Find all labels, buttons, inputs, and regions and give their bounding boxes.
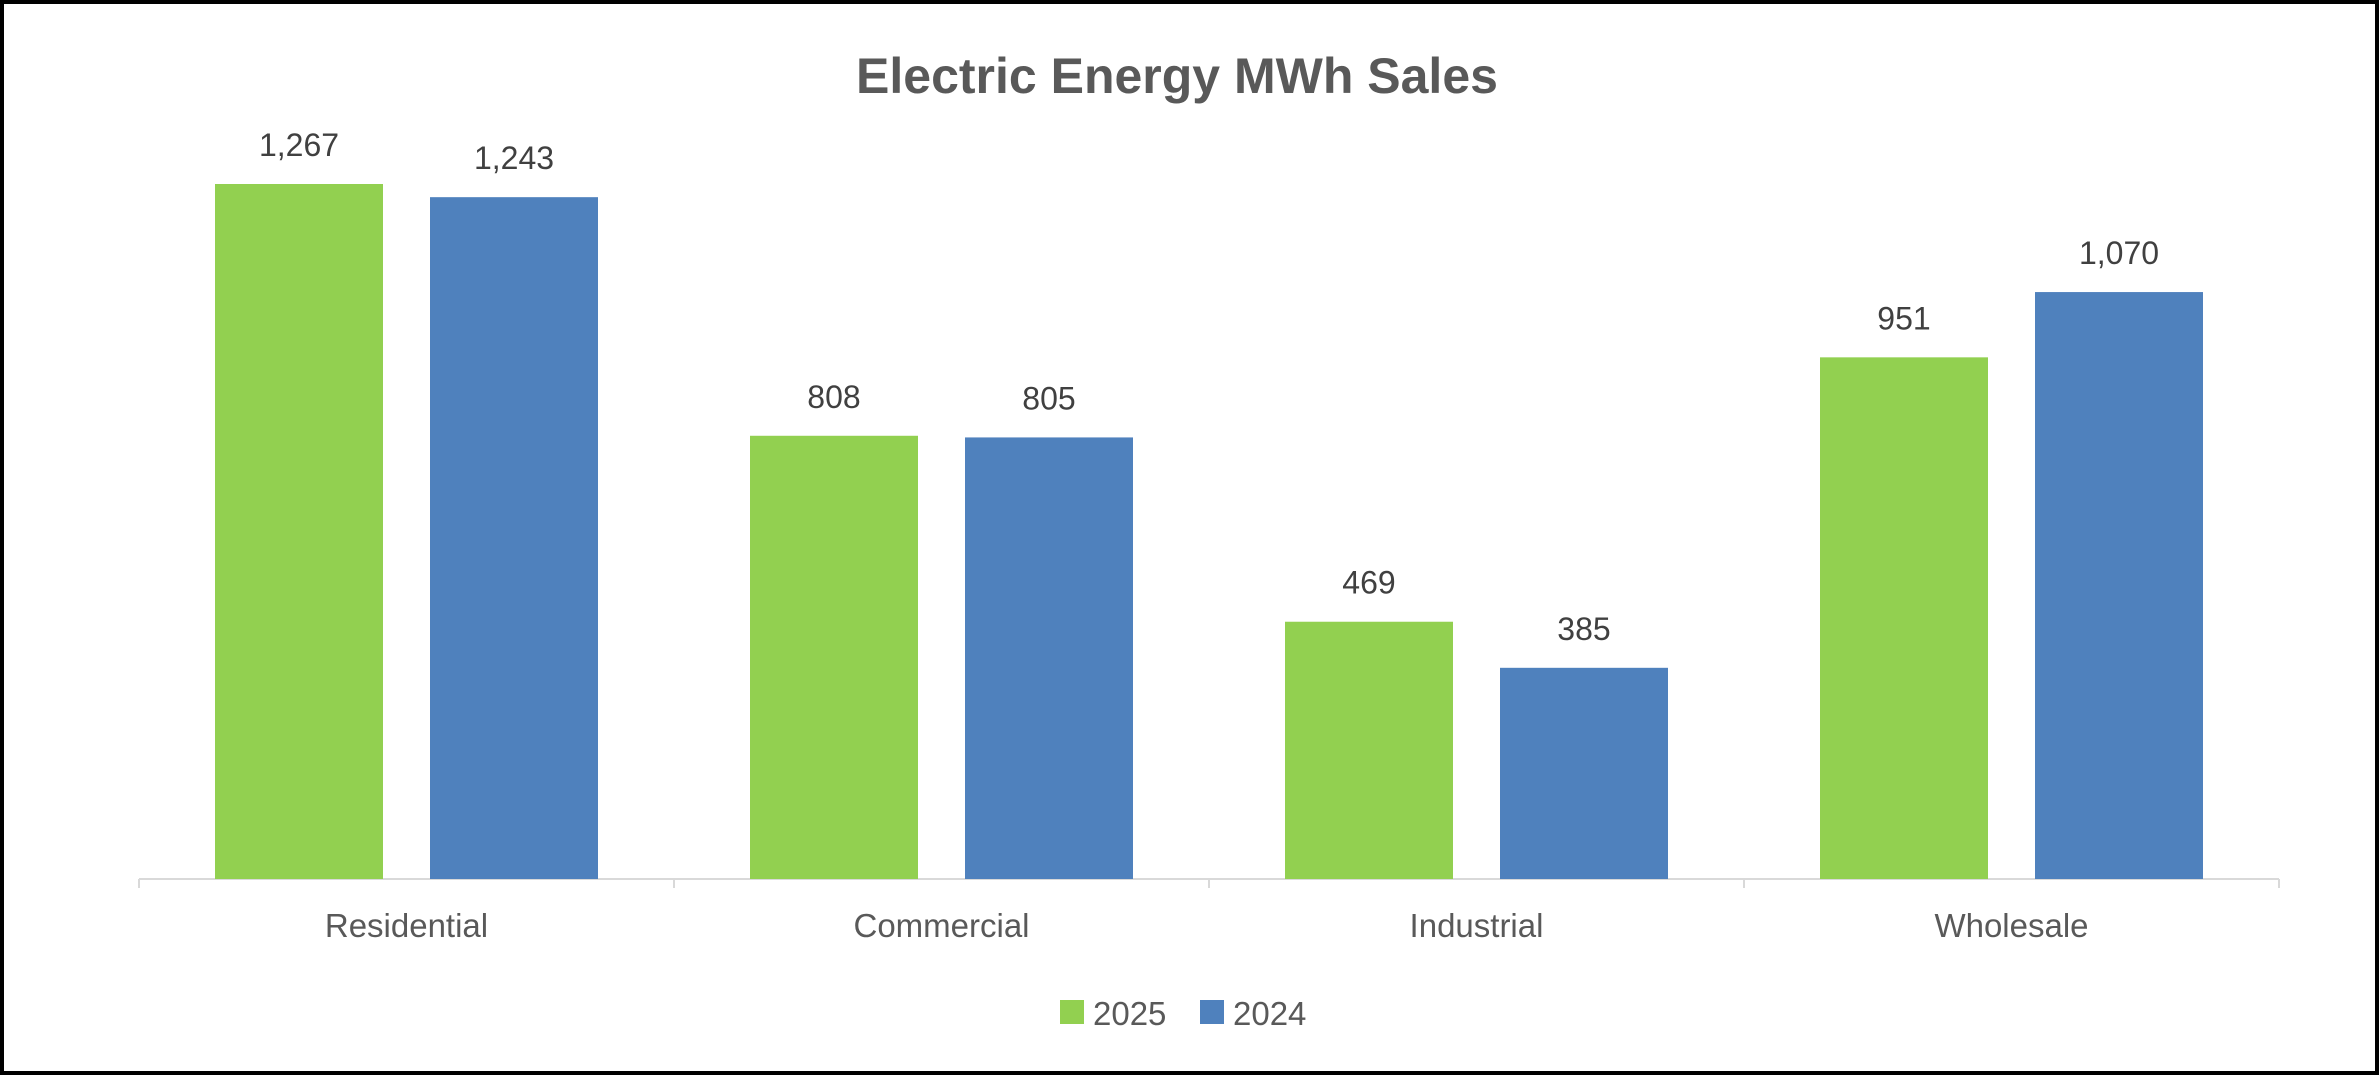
category-label-residential: Residential — [325, 907, 488, 944]
data-label-2024-residential: 1,243 — [474, 140, 554, 176]
data-label-2025-residential: 1,267 — [259, 127, 339, 163]
bar-2024-wholesale — [2035, 292, 2203, 879]
bar-2025-residential — [215, 184, 383, 879]
category-labels: Residential Commercial Industrial Wholesale — [325, 907, 2089, 944]
bar-2024-residential — [430, 197, 598, 879]
category-label-industrial: Industrial — [1410, 907, 1544, 944]
data-label-2024-industrial: 385 — [1557, 611, 1610, 647]
bars — [215, 184, 2203, 879]
legend-label-2024: 2024 — [1233, 995, 1306, 1032]
bar-2025-wholesale — [1820, 357, 1988, 879]
category-label-wholesale: Wholesale — [1934, 907, 2088, 944]
bar-2025-industrial — [1285, 621, 1453, 879]
chart-title: Electric Energy MWh Sales — [856, 48, 1498, 104]
data-label-2025-wholesale: 951 — [1877, 300, 1930, 336]
data-labels: 1,267 1,243 808 805 469 385 951 1,070 — [259, 127, 2159, 647]
data-label-2025-commercial: 808 — [807, 379, 860, 415]
legend-swatch-2024 — [1200, 1000, 1224, 1024]
bar-2024-commercial — [965, 437, 1133, 879]
bar-2024-industrial — [1500, 667, 1668, 879]
category-label-commercial: Commercial — [853, 907, 1029, 944]
bar-2025-commercial — [750, 435, 918, 879]
x-axis — [138, 878, 2280, 888]
data-label-2024-wholesale: 1,070 — [2079, 235, 2159, 271]
data-label-2024-commercial: 805 — [1022, 380, 1075, 416]
bar-chart: Electric Energy MWh Sales 1,267 1,243 808 8… — [138, 48, 2280, 1032]
legend: 2025 2024 — [1060, 995, 1306, 1032]
data-label-2025-industrial: 469 — [1342, 565, 1395, 601]
legend-label-2025: 2025 — [1093, 995, 1166, 1032]
legend-swatch-2025 — [1060, 1000, 1084, 1024]
